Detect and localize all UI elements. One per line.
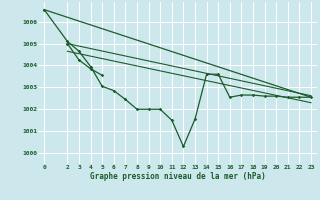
X-axis label: Graphe pression niveau de la mer (hPa): Graphe pression niveau de la mer (hPa): [90, 172, 266, 181]
